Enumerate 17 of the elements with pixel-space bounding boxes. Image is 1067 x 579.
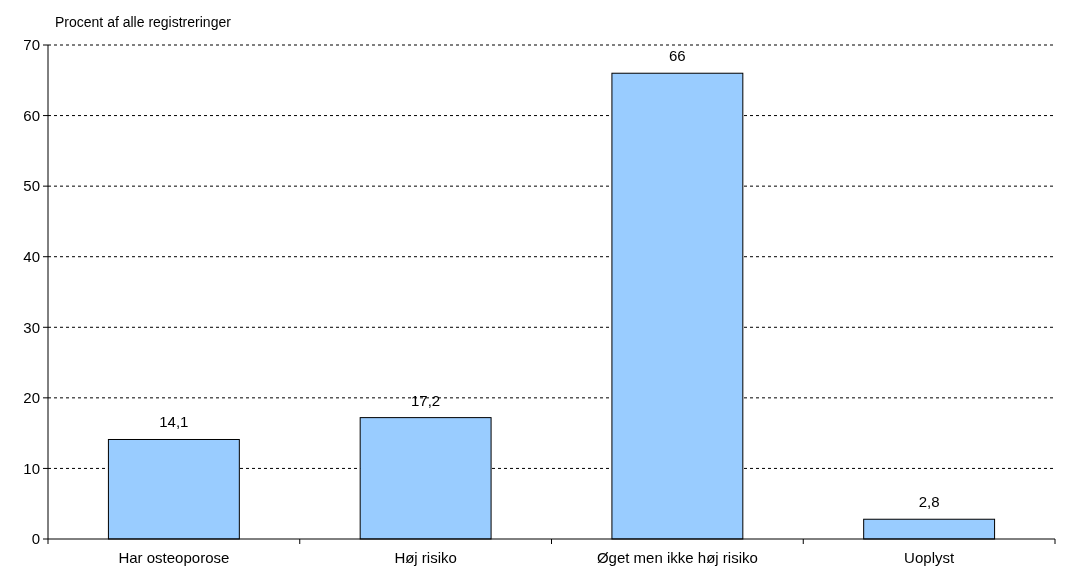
data-label: 2,8 — [918, 493, 940, 511]
data-label: 14,1 — [159, 413, 189, 431]
x-tick-label: Har osteoporose — [118, 549, 230, 566]
y-tick-label: 60 — [23, 106, 40, 124]
y-tick-label: 40 — [23, 247, 40, 265]
y-tick-label: 30 — [23, 318, 40, 336]
x-tick-label: Øget men ikke høj risiko — [596, 549, 758, 566]
y-tick-label: 20 — [23, 389, 40, 407]
x-tick-label: Uoplyst — [904, 549, 955, 566]
y-tick-label: 70 — [23, 36, 40, 54]
x-tick-label: Høj risiko — [394, 549, 457, 566]
y-tick-label: 0 — [31, 530, 40, 548]
y-axis-title: Procent af alle registreringer — [55, 14, 232, 30]
data-label: 66 — [669, 47, 686, 65]
y-tick-label: 10 — [23, 459, 40, 477]
data-label: 17,2 — [411, 391, 441, 409]
y-tick-label: 50 — [23, 177, 40, 195]
